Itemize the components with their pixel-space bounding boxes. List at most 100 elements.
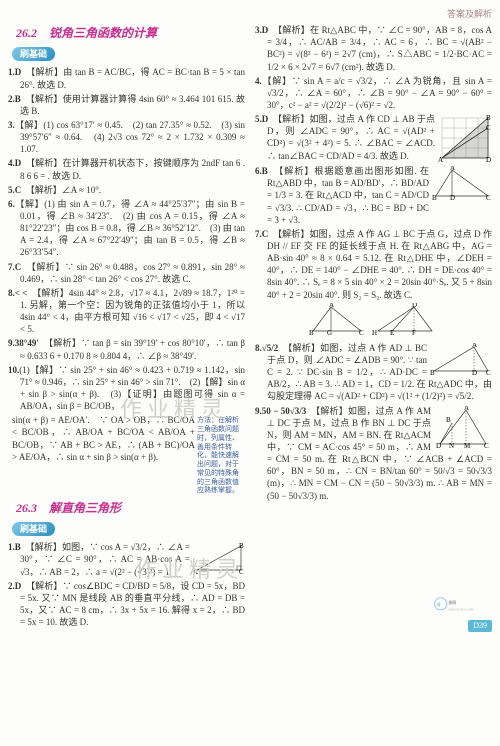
q-num: 8.: [255, 343, 262, 353]
q-text: 【解】∵ sin A = a/c = √3/2，∴ ∠A 为锐角，且 sin A…: [262, 76, 492, 110]
qr-7: 7.C 【解析】如图，过点 A 作 AG ⊥ BC 于点 G，过点 D 作 DH…: [255, 228, 492, 340]
svg-text:C: C: [359, 329, 364, 337]
svg-text:N: N: [449, 442, 454, 450]
svg-text:曾: 曾: [437, 602, 441, 607]
q-ans: D: [15, 158, 22, 168]
svg-text:G: G: [327, 329, 332, 337]
site-watermark: 曾 亲网 zujuan.xkw.com: [433, 596, 488, 616]
svg-text:M: M: [464, 442, 471, 450]
svg-text:D: D: [486, 156, 491, 162]
q1-8: 8.< < 【解析】4sin 44° ≈ 2.8，√17 ≈ 4.1，2√89 …: [8, 287, 245, 336]
q-num: 9.: [8, 338, 15, 348]
qr-5: ADBC 5.D 【解析】如图，过点 A 作 CD ⊥ AB 于点 D，则 ∠A…: [255, 113, 492, 163]
q1-5: 5.C 【解析】∠A ≈ 10°.: [8, 184, 245, 196]
triangle-diagram-6: BDCA: [432, 166, 492, 202]
triangle-diagram-8: B D C A: [430, 343, 492, 377]
section-26-3-title: 26.3 解直角三角形: [16, 500, 245, 516]
q-text: 【解析】在计算器开机状态下，按键顺序为 2ndF tan 6 . 8 6 6 =…: [20, 158, 245, 180]
q-num: 1.: [8, 542, 15, 552]
qr-3: 3.D 【解析】在 Rt△ABC 中，∵ ∠C = 90°，AB = 8，cos…: [255, 24, 492, 73]
qr-4: 4.【解】∵ sin A = a/c = √3/2，∴ ∠A 为锐角，且 sin…: [255, 75, 492, 111]
svg-text:B: B: [486, 114, 491, 122]
q-text: 【解析】∠A ≈ 10°.: [30, 185, 101, 195]
grid-diagram-5: A D BC: [438, 114, 492, 162]
q1-7: 7.C 【解析】∵ sin 26° ≈ 0.488，cos 27° ≈ 0.89…: [8, 261, 245, 285]
q-text: 【解析】4sin 44° ≈ 2.8，√17 ≈ 4.1，2√89 ≈ 18.7…: [20, 288, 245, 334]
q-text: 【解析】∵ tan β = sin 39°19′ + cos 80°10′，∴ …: [20, 338, 245, 360]
svg-text:D: D: [472, 369, 477, 377]
svg-text:C: C: [486, 369, 491, 377]
svg-text:zujuan.xkw.com: zujuan.xkw.com: [448, 608, 473, 612]
proof-text: sin(α + β) = AE/OA′. ∵ OA > OB，∴ BC/OA <…: [12, 415, 195, 461]
q1-4: 4.D 【解析】在计算器开机状态下，按键顺序为 2ndF tan 6 . 8 6…: [8, 157, 245, 181]
q-ans: D: [15, 581, 22, 591]
svg-text:C: C: [484, 442, 489, 450]
q1-9: 9.38°49′ 【解析】∵ tan β = sin 39°19′ + cos …: [8, 337, 245, 361]
page-badge: D39: [468, 620, 492, 633]
q-num: 5.: [8, 185, 15, 195]
svg-text:A: A: [450, 166, 455, 172]
pill-basics-1: 刷基础: [12, 47, 55, 61]
pill-basics-2: 刷基础: [12, 522, 55, 536]
svg-text:B: B: [432, 194, 437, 202]
svg-text:H: H: [372, 329, 377, 337]
svg-text:B: B: [446, 416, 451, 424]
q-ans: D: [15, 67, 22, 77]
proof-block: sin(α + β) = AE/OA′. ∵ OA > OB，∴ BC/OA <…: [8, 414, 245, 463]
q-ans: B: [262, 166, 268, 176]
triangle-diagram-7a: B G C A: [309, 303, 365, 337]
q-text: 【解析】∵ sin 26° ≈ 0.488，cos 27° ≈ 0.891，si…: [20, 262, 245, 284]
svg-text:A: A: [329, 303, 334, 309]
triangle-diagram-1: ACB: [193, 542, 245, 576]
q-text: (1)【解】∵ sin 25° + sin 46° ≈ 0.423 + 0.71…: [19, 365, 245, 411]
q2-2: 2.D 【解析】∵ cos∠BDC = CD/BD = 5/8，设 CD = 5…: [8, 580, 245, 629]
q-num: 1.: [8, 67, 15, 77]
svg-text:B: B: [239, 542, 244, 550]
q-text: 【解析】如图，过点 A 作 CD ⊥ AB 于点 D，则 ∠ADC = 90°，…: [267, 114, 435, 160]
svg-text:E: E: [390, 329, 394, 337]
q-ans: B: [15, 542, 21, 552]
svg-text:B: B: [309, 329, 314, 337]
svg-text:F: F: [412, 329, 416, 337]
q-ans: 50 − 50√3/3: [262, 406, 306, 416]
svg-text:D: D: [436, 442, 441, 450]
q-text: 【解析】使用计算器计算得 4sin 60° ≈ 3.464 101 615. 故…: [20, 94, 245, 116]
svg-text:B: B: [430, 369, 435, 377]
q-num: 2.: [8, 581, 15, 591]
section-26-2-title: 26.2 锐角三角函数的计算: [16, 25, 245, 41]
q-num: 7.: [255, 229, 262, 239]
q-num: 2.: [8, 94, 15, 104]
q-num: 5.: [255, 114, 262, 124]
q-num: 3.: [255, 25, 262, 35]
svg-text:D: D: [412, 303, 417, 309]
q-text: 【解析】在 Rt△ABC 中，∵ ∠C = 90°，AB = 8，cos A =…: [267, 25, 492, 71]
q-text: 【解析】根据题意画出图形如图. 在 Rt△ABD 中，tan B = AD/BD…: [267, 166, 429, 225]
q1-3: 3.【解】(1) cos 63°17′ ≈ 0.45. (2) tan 27.3…: [8, 119, 245, 155]
q-text: 【解析】由 tan B = AC/BC，得 AC = BC·tan B = 5 …: [20, 67, 245, 89]
content-columns: 26.2 锐角三角函数的计算 刷基础 1.D 【解析】由 tan B = AC/…: [8, 22, 492, 630]
q-num: 7.: [8, 262, 15, 272]
qr-8: BDCA 8.√5/2 【解析】如图，过点 A 作 AD ⊥ BC 于点 D，则…: [255, 342, 492, 403]
svg-text:A: A: [464, 406, 469, 412]
svg-text:A: A: [472, 343, 477, 349]
q1-2: 2.B 【解析】使用计算器计算得 4sin 60° ≈ 3.464 101 61…: [8, 93, 245, 117]
q-ans: 38°49′: [15, 338, 39, 348]
qr-9: DNMC AB 9.50 − 50√3/3 【解析】如图，过点 A 作 AM ⊥…: [255, 405, 492, 502]
q-text: 【解】(1) cos 63°17′ ≈ 0.45. (2) tan 27.35°…: [15, 120, 245, 154]
svg-text:C: C: [239, 568, 244, 576]
q-num: 4.: [8, 158, 15, 168]
svg-text:A: A: [438, 156, 443, 162]
q-ans: C: [15, 185, 22, 195]
right-column: 3.D 【解析】在 Rt△ABC 中，∵ ∠C = 90°，AB = 8，cos…: [255, 22, 492, 630]
triangle-diagram-9: DN M C A B: [434, 406, 492, 450]
q-text: 【解析】如图，∵ cos A = √3/2，∴ ∠A = 30°，∵ ∠C = …: [20, 542, 190, 576]
svg-text:C: C: [486, 194, 491, 202]
q1-10: 10.(1)【解】∵ sin 25° + sin 46° ≈ 0.423 + 0…: [8, 364, 245, 413]
q-ans: B: [15, 94, 21, 104]
svg-text:C: C: [486, 124, 491, 132]
q-ans: D: [262, 25, 269, 35]
triangle-diagram-7b: H E F D: [368, 303, 438, 337]
header-right: 答案及解析: [8, 8, 492, 20]
svg-text:亲网: 亲网: [448, 600, 456, 605]
q-ans: D: [262, 114, 269, 124]
